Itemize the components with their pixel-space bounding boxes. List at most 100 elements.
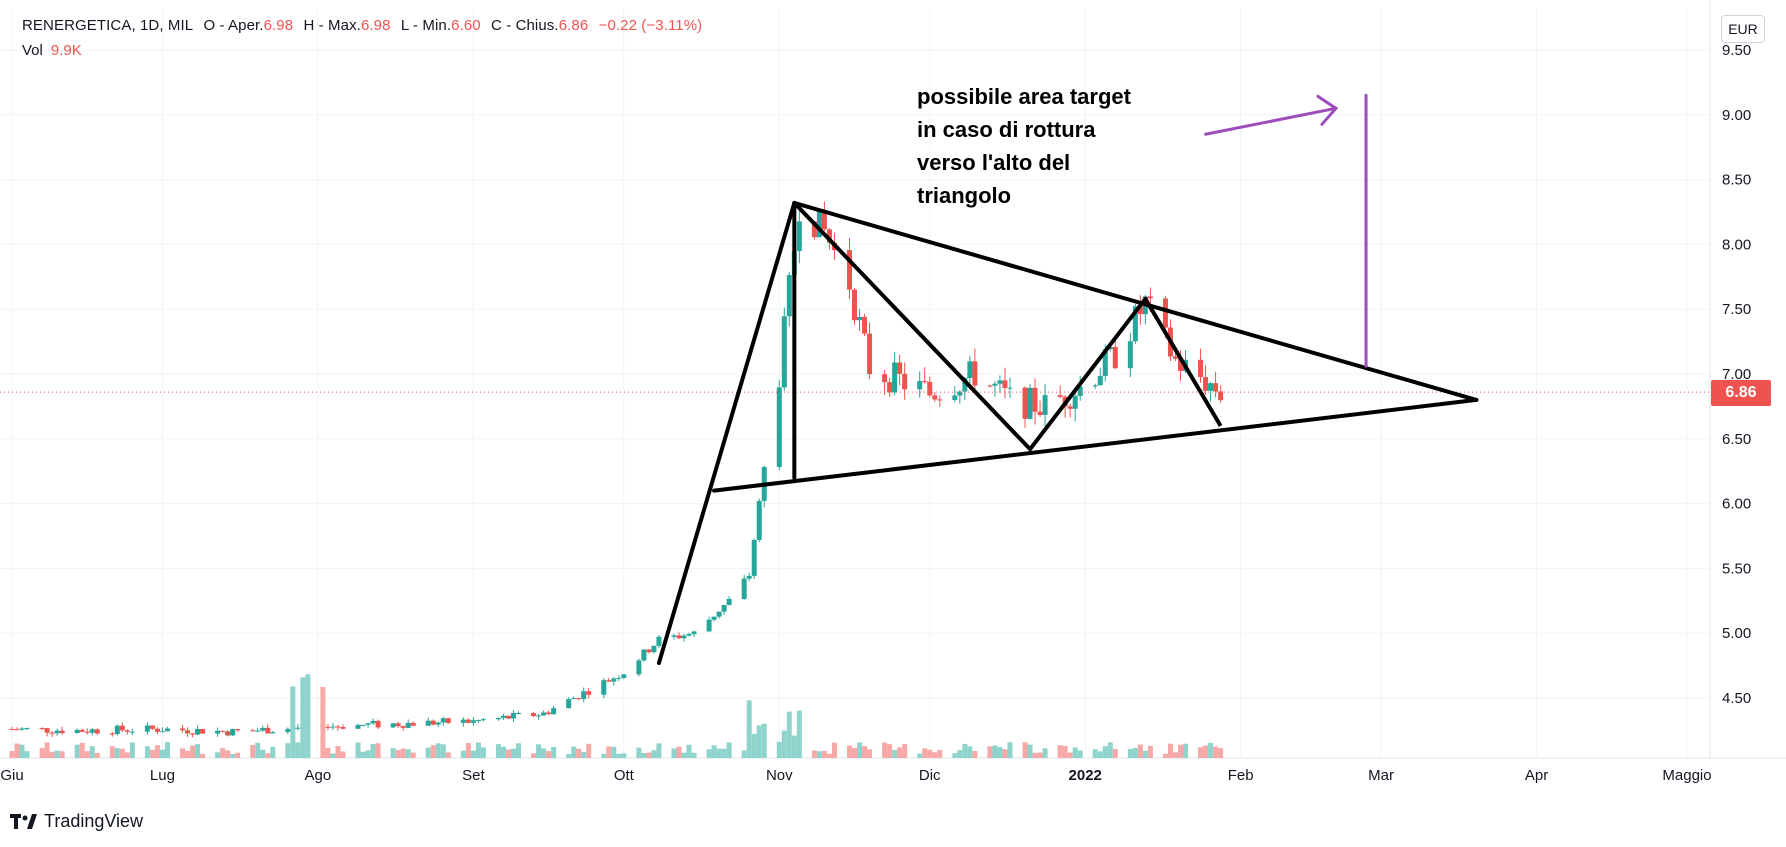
- volume-bar: [686, 744, 692, 758]
- x-tick-label: Maggio: [1662, 767, 1711, 784]
- volume-bar: [215, 752, 221, 758]
- volume-bar: [325, 747, 331, 758]
- candle-body: [9, 729, 15, 731]
- x-tick-label: Apr: [1525, 767, 1548, 784]
- candle-body: [691, 631, 697, 635]
- candle-body: [887, 382, 893, 393]
- candle-body: [857, 316, 863, 321]
- zigzag-drawing[interactable]: [792, 201, 1223, 452]
- candle-body: [1042, 395, 1048, 415]
- volume-bar: [761, 723, 767, 758]
- tradingview-brand[interactable]: TradingView: [10, 811, 143, 832]
- volume-bar: [410, 752, 416, 758]
- y-tick-label: 6.50: [1722, 431, 1751, 448]
- brand-name: TradingView: [44, 811, 144, 831]
- candle-body: [636, 660, 642, 675]
- x-tick-label: Ott: [614, 767, 635, 784]
- volume-bar: [360, 751, 366, 758]
- volume-bar: [852, 747, 858, 758]
- candle-body: [852, 289, 858, 321]
- candle-body: [621, 674, 627, 678]
- candle-body: [756, 500, 762, 541]
- volume-bar: [781, 730, 787, 758]
- volume-bar: [260, 749, 266, 758]
- candle-body: [74, 729, 80, 734]
- volume-bar: [24, 751, 30, 758]
- candle-body: [897, 362, 903, 374]
- candle-body: [746, 575, 752, 579]
- candle-body: [149, 725, 155, 729]
- volume-bar: [992, 745, 998, 758]
- volume-bar: [425, 747, 431, 758]
- volume-bar: [340, 751, 346, 758]
- volume-bar: [54, 750, 60, 758]
- candle-body: [190, 733, 196, 735]
- candle-body: [365, 723, 371, 725]
- volume-bar: [230, 753, 236, 758]
- volume-bar: [510, 748, 516, 758]
- candle-body: [500, 715, 506, 718]
- volume-bar: [109, 746, 115, 758]
- x-tick-label: Giu: [0, 767, 23, 784]
- candle-body: [435, 722, 441, 725]
- volume-bar: [611, 746, 617, 758]
- volume-bar: [741, 750, 747, 758]
- volume-bar: [1142, 750, 1148, 758]
- volume-bar: [882, 742, 888, 758]
- volume-bar: [300, 677, 306, 758]
- volume-bar: [862, 745, 868, 758]
- volume-bar: [285, 743, 291, 758]
- candle-body: [94, 729, 100, 734]
- candle-body: [1002, 380, 1008, 388]
- currency-button[interactable]: EUR: [1721, 15, 1765, 43]
- volume-bar: [475, 742, 481, 758]
- volume-bar: [1137, 744, 1143, 758]
- volume-bar: [651, 750, 657, 758]
- candle-body: [230, 729, 236, 736]
- volume-bar: [124, 752, 130, 758]
- low-value: 6.60: [451, 17, 481, 34]
- candle-body: [505, 715, 511, 719]
- target-arrow-shaft[interactable]: [1204, 106, 1338, 136]
- volume-bar: [320, 687, 326, 758]
- volume-bar: [581, 751, 587, 758]
- candle-body: [581, 691, 587, 700]
- candle-body: [390, 723, 396, 728]
- candle-body: [1137, 306, 1143, 315]
- candle-body: [1208, 383, 1214, 391]
- candle-body: [49, 732, 55, 734]
- volume-bar: [200, 753, 206, 758]
- triangle-lower-trendline[interactable]: [712, 397, 1479, 493]
- volume-bar: [59, 751, 65, 758]
- volume-bar: [395, 750, 401, 758]
- candle-body: [686, 634, 692, 636]
- volume-bar: [716, 748, 722, 758]
- candle-body: [375, 720, 381, 728]
- candle-body: [510, 713, 516, 719]
- volume-bar: [957, 750, 963, 758]
- target-arrow-head[interactable]: [1316, 94, 1339, 126]
- candle-body: [902, 373, 908, 390]
- volume-bar: [119, 748, 125, 758]
- volume-bar: [235, 752, 241, 758]
- volume-bar: [9, 751, 15, 758]
- volume-bar: [621, 753, 627, 758]
- volume-bar: [1132, 747, 1138, 758]
- volume-bar: [220, 748, 226, 758]
- flagpole-trendline[interactable]: [656, 200, 797, 666]
- volume-bar: [541, 748, 547, 758]
- candle-body: [927, 381, 933, 396]
- candle-body: [681, 635, 687, 639]
- triangle-upper-trendline[interactable]: [792, 200, 1479, 402]
- volume-bar: [671, 748, 677, 758]
- candle-body: [340, 727, 346, 729]
- candle-body: [44, 728, 50, 733]
- candle-body: [225, 731, 231, 736]
- volume-bar: [375, 743, 381, 758]
- volume-bar: [1022, 742, 1028, 758]
- candle-body: [1132, 306, 1138, 342]
- y-tick-label: 7.00: [1722, 366, 1751, 383]
- candle-body: [255, 730, 261, 732]
- volume-bar: [39, 748, 45, 758]
